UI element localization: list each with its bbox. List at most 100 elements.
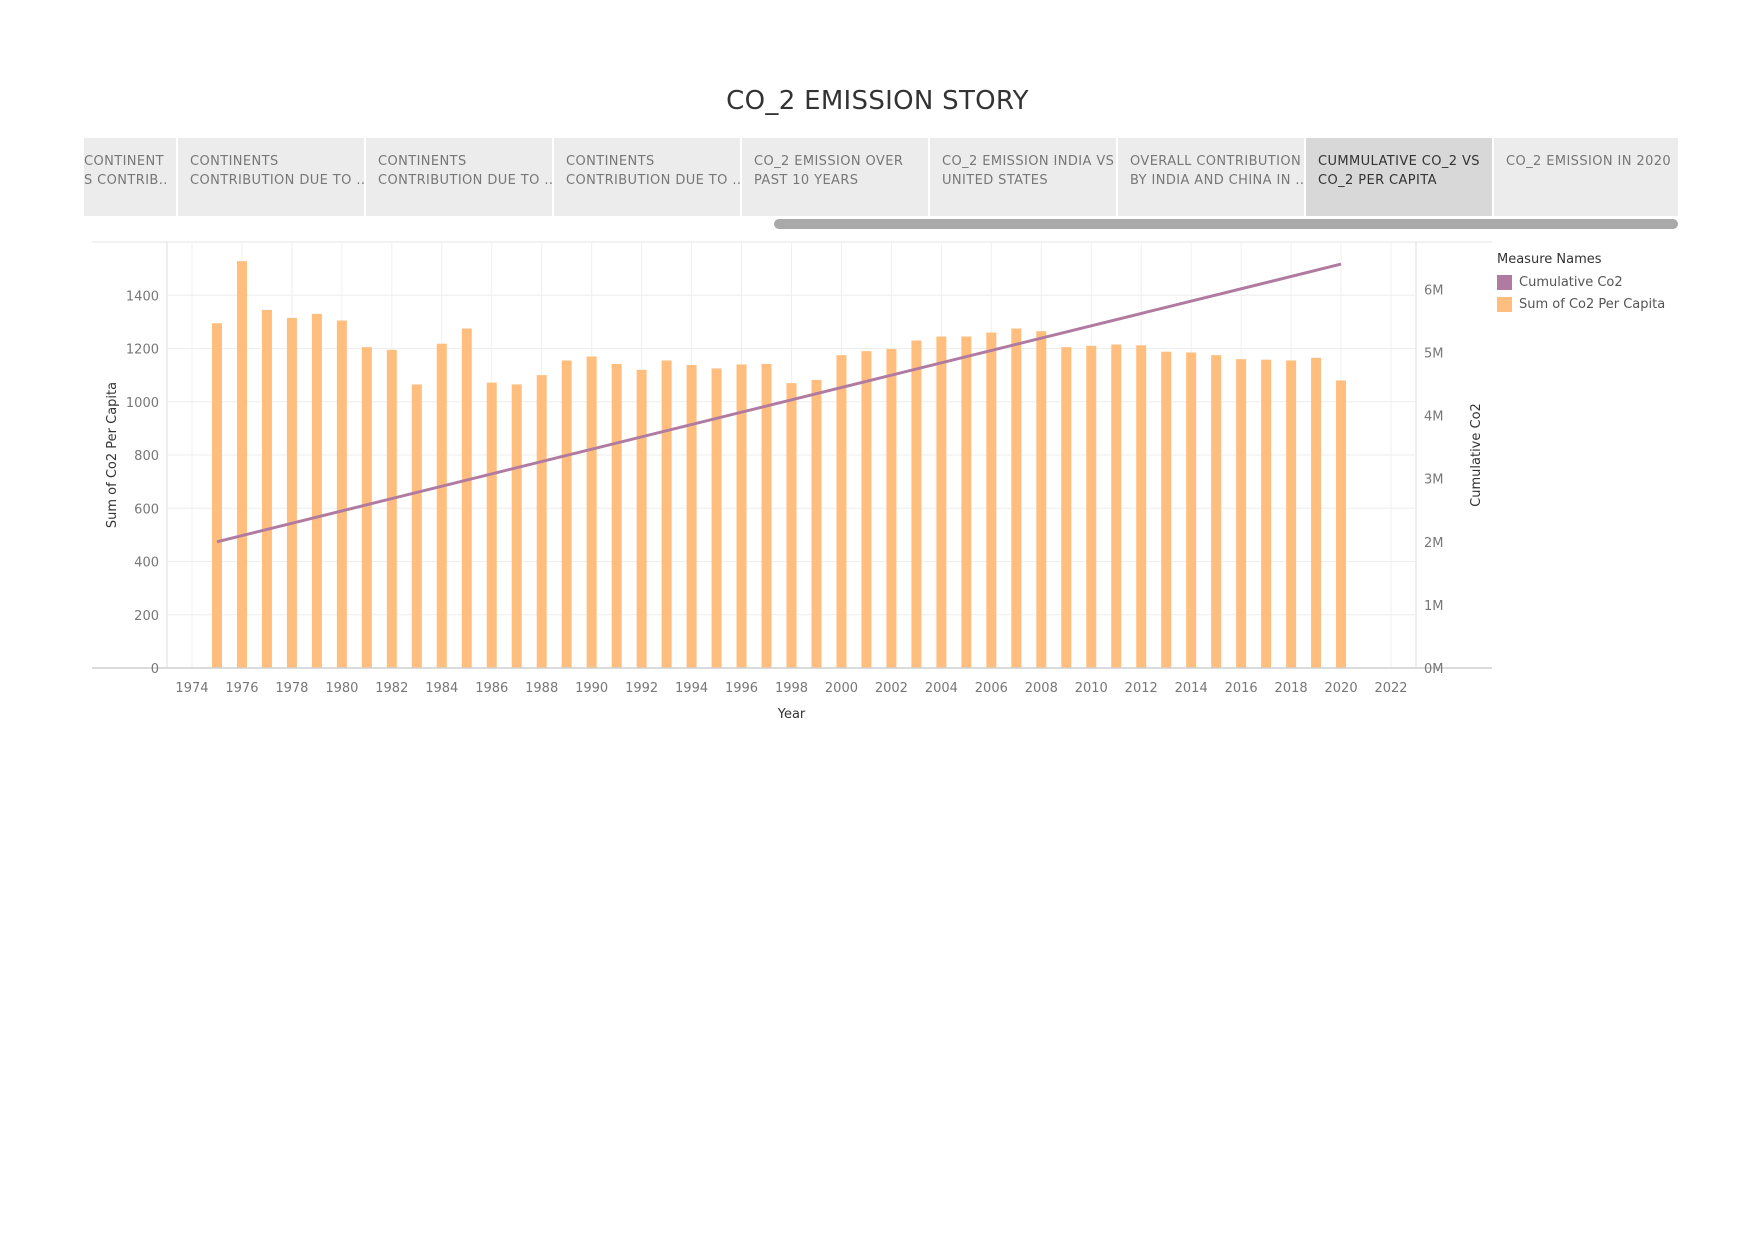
bar xyxy=(1061,347,1072,668)
bar xyxy=(411,384,422,668)
bar xyxy=(711,368,722,668)
y-tick-label: 400 xyxy=(134,556,159,571)
x-tick-label: 2018 xyxy=(1275,681,1308,696)
bar xyxy=(1086,345,1097,668)
story-title: CO_2 EMISSION STORY xyxy=(726,86,1029,116)
x-tick-label: 2014 xyxy=(1175,681,1208,696)
story-tab-label: OVERALL CONTRIBUTION xyxy=(1130,154,1302,169)
y2-tick-label: 3M xyxy=(1424,473,1444,488)
story-tabs: CONTINENT S CONTRIB.. CONTINENTS CONTRIBUTI… xyxy=(84,138,1678,216)
story-tab[interactable]: CUMMULATIVE CO_2 VS CO_2 PER CAPITA xyxy=(1306,138,1494,216)
bar xyxy=(761,363,772,668)
bar xyxy=(461,328,472,668)
x-tick-label: 1990 xyxy=(575,681,608,696)
bar xyxy=(661,360,672,668)
x-tick-label: 1976 xyxy=(225,681,258,696)
story-tab-label: CONTRIBUTION DUE TO .. xyxy=(190,173,366,188)
story-tab[interactable]: CO_2 EMISSION IN 2020 xyxy=(1494,138,1678,216)
story-tab-label: CONTINENTS xyxy=(190,154,279,169)
bar xyxy=(936,336,947,668)
bar xyxy=(561,360,572,668)
x-tick-label: 2020 xyxy=(1325,681,1358,696)
bar xyxy=(486,382,497,668)
bar xyxy=(686,365,697,668)
tabs-scrollbar-thumb[interactable] xyxy=(774,219,1678,229)
bar xyxy=(1286,360,1297,668)
story-tab-label: CO_2 EMISSION INDIA VS xyxy=(942,154,1115,169)
y-tick-label: 600 xyxy=(134,502,159,517)
bar xyxy=(886,349,897,668)
story-tab[interactable]: CONTINENT S CONTRIB.. xyxy=(84,138,178,216)
story-tab-label: BY INDIA AND CHINA IN .. xyxy=(1130,173,1305,188)
x-tick-label: 1980 xyxy=(325,681,358,696)
bar xyxy=(586,356,597,668)
legend-swatch xyxy=(1497,274,1512,290)
bar xyxy=(1336,380,1347,668)
legend-item[interactable]: Cumulative Co2 xyxy=(1497,271,1665,293)
story-tab[interactable]: CONTINENTS CONTRIBUTION DUE TO .. xyxy=(554,138,742,216)
story-tab-label: CONTRIBUTION DUE TO .. xyxy=(566,173,742,188)
story-tab-label: UNITED STATES xyxy=(942,173,1049,188)
story-tab-label: CONTINENTS xyxy=(378,154,467,169)
bar xyxy=(536,375,547,668)
legend-title: Measure Names xyxy=(1497,252,1602,267)
story-tab-label: S CONTRIB.. xyxy=(84,173,168,188)
bar xyxy=(611,363,622,668)
legend-label: Sum of Co2 Per Capita xyxy=(1519,296,1666,312)
story-tab-label: CONTRIBUTION DUE TO .. xyxy=(378,173,554,188)
story-tab-label: CUMMULATIVE CO_2 VS xyxy=(1318,154,1480,169)
bar xyxy=(1111,344,1122,668)
y2-tick-label: 6M xyxy=(1424,283,1444,298)
bar xyxy=(336,320,347,668)
tabs-scrollbar[interactable] xyxy=(84,219,1678,229)
bar xyxy=(1211,355,1222,668)
y2-tick-label: 2M xyxy=(1424,536,1444,551)
x-tick-label: 1994 xyxy=(675,681,708,696)
y-tick-label: 200 xyxy=(134,609,159,624)
x-tick-label: 2010 xyxy=(1075,681,1108,696)
y-tick-label: 0 xyxy=(151,662,159,677)
x-tick-label: 1982 xyxy=(375,681,408,696)
x-tick-label: 1996 xyxy=(725,681,758,696)
story-tab[interactable]: CO_2 EMISSION INDIA VS UNITED STATES xyxy=(930,138,1118,216)
legend: Measure Names Cumulative Co2 Sum of Co2 P… xyxy=(1497,252,1665,315)
x-tick-label: 1988 xyxy=(525,681,558,696)
story-tab[interactable]: CONTINENTS CONTRIBUTION DUE TO .. xyxy=(178,138,366,216)
bar xyxy=(311,313,322,668)
x-tick-label: 2016 xyxy=(1225,681,1258,696)
bar xyxy=(211,323,222,668)
y2-tick-label: 5M xyxy=(1424,346,1444,361)
bar xyxy=(361,347,372,668)
legend-label: Cumulative Co2 xyxy=(1519,274,1623,290)
x-tick-label: 1974 xyxy=(175,681,208,696)
story-tab[interactable]: CO_2 EMISSION OVER PAST 10 YEARS xyxy=(742,138,930,216)
story-tab[interactable]: OVERALL CONTRIBUTION BY INDIA AND CHINA I… xyxy=(1118,138,1306,216)
y2-axis-label: Cumulative Co2 xyxy=(1469,403,1484,507)
story-tab-label: CONTINENT xyxy=(84,154,165,169)
bar xyxy=(836,355,847,668)
bar xyxy=(1011,328,1022,668)
y-tick-label: 1400 xyxy=(126,289,159,304)
bar xyxy=(1311,357,1322,668)
bar xyxy=(261,309,272,668)
bar xyxy=(1036,331,1047,668)
bar xyxy=(811,379,822,668)
x-tick-label: 1978 xyxy=(275,681,308,696)
y-axis-label: Sum of Co2 Per Capita xyxy=(105,382,120,528)
x-tick-label: 2002 xyxy=(875,681,908,696)
bar xyxy=(636,369,647,668)
combo-chart: 0 200 400 600 800 1000 1200 1400 0M 1M 2M 3M 4M 5M 6M 1… xyxy=(92,241,1492,722)
y-tick-label: 1000 xyxy=(126,396,159,411)
story-tab[interactable]: CONTINENTS CONTRIBUTION DUE TO .. xyxy=(366,138,554,216)
story-tab-label: CO_2 PER CAPITA xyxy=(1318,173,1437,188)
x-tick-label: 1998 xyxy=(775,681,808,696)
x-tick-label: 1992 xyxy=(625,681,658,696)
bar xyxy=(1186,352,1197,668)
legend-item[interactable]: Sum of Co2 Per Capita xyxy=(1497,293,1665,315)
x-tick-label: 2004 xyxy=(925,681,958,696)
x-tick-label: 1984 xyxy=(425,681,458,696)
story-tab-label: CO_2 EMISSION IN 2020 xyxy=(1506,154,1672,169)
x-tick-label: 2012 xyxy=(1125,681,1158,696)
bar xyxy=(786,383,797,668)
bar xyxy=(861,351,872,668)
